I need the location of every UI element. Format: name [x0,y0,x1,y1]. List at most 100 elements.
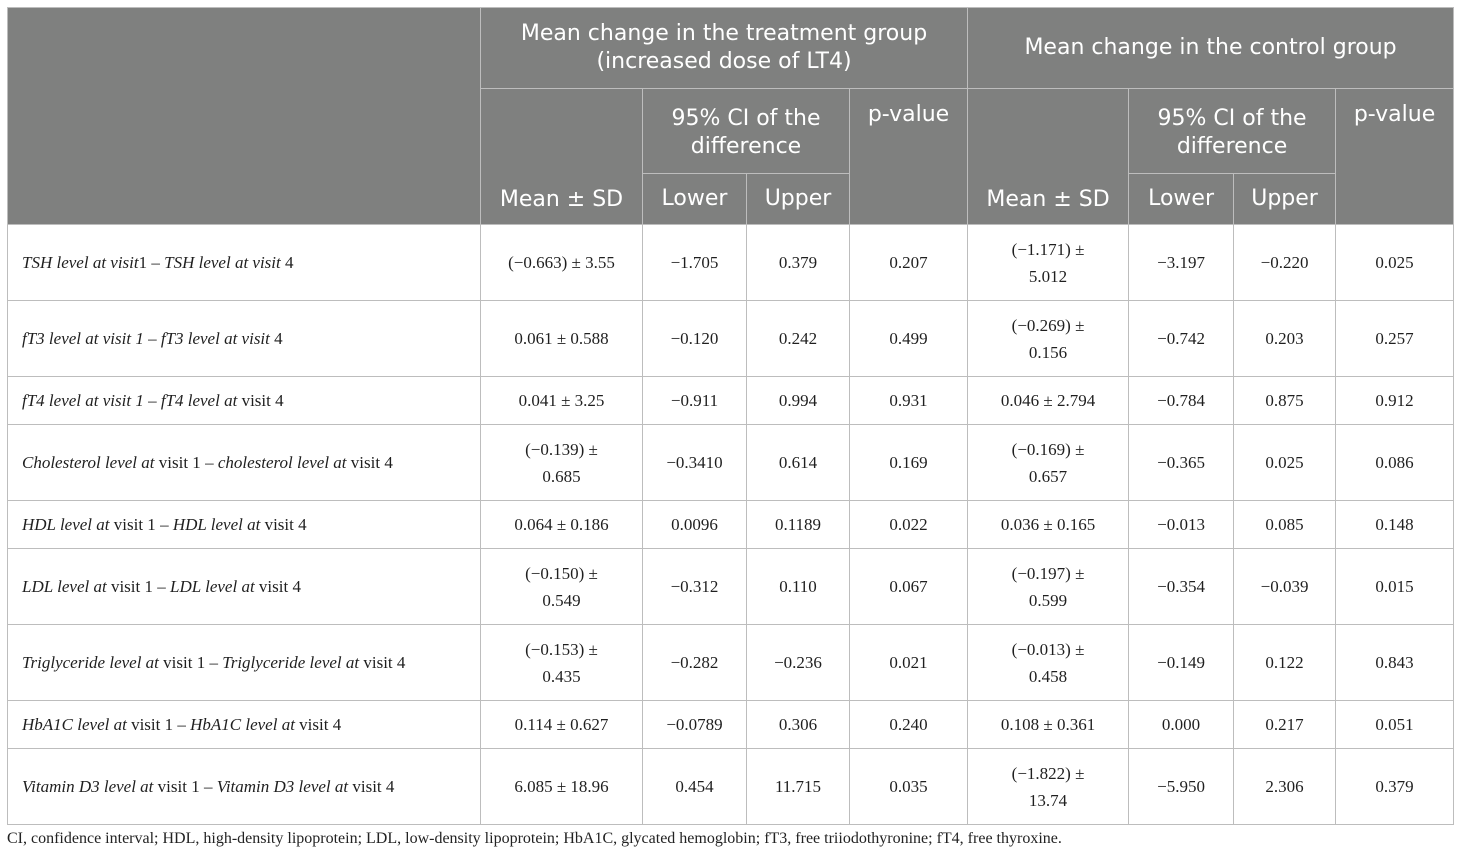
results-table: Mean change in the treatment group (incr… [7,7,1455,825]
row-label: Cholesterol level at visit 1 – cholester… [7,424,481,501]
control-lower: −0.013 [1128,500,1235,549]
header-treatment-p-value: p-value [848,88,969,225]
treatment-upper: 0.379 [746,224,850,301]
treatment-p-value: 0.169 [848,424,969,501]
control-p-value: 0.912 [1335,376,1455,425]
header-treatment-ci: 95% CI of the difference [642,88,850,174]
control-p-value: 0.086 [1335,424,1455,501]
treatment-p-value: 0.021 [848,624,969,701]
treatment-mean-sd: (−0.663) ± 3.55 [480,224,643,301]
control-mean-sd: (−0.169) ± 0.657 [967,424,1130,501]
control-lower: −5.950 [1128,748,1235,825]
treatment-lower: −0.0789 [642,700,747,749]
results-table-container: Mean change in the treatment group (incr… [7,7,1455,825]
header-treatment-lower: Lower [642,173,747,225]
treatment-lower: −0.3410 [642,424,747,501]
header-control-lower: Lower [1128,173,1235,225]
treatment-mean-sd: 0.041 ± 3.25 [480,376,643,425]
header-control-group: Mean change in the control group [967,7,1455,89]
treatment-mean-sd: 6.085 ± 18.96 [480,748,643,825]
control-p-value: 0.015 [1335,548,1455,625]
table-header: Mean change in the treatment group (incr… [7,7,1455,225]
control-mean-sd: 0.046 ± 2.794 [967,376,1130,425]
treatment-upper: 0.614 [746,424,850,501]
treatment-upper: 0.306 [746,700,850,749]
treatment-lower: 0.0096 [642,500,747,549]
treatment-p-value: 0.207 [848,224,969,301]
control-mean-sd: (−0.269) ± 0.156 [967,300,1130,377]
table-row: HbA1C level at visit 1 – HbA1C level at … [7,700,1455,749]
control-lower: 0.000 [1128,700,1235,749]
row-label: Vitamin D3 level at visit 1 – Vitamin D3… [7,748,481,825]
treatment-lower: 0.454 [642,748,747,825]
control-lower: −3.197 [1128,224,1235,301]
control-mean-sd: (−1.171) ± 5.012 [967,224,1130,301]
table-row: TSH level at visit1 – TSH level at visit… [7,224,1455,301]
control-p-value: 0.257 [1335,300,1455,377]
header-treatment-upper: Upper [746,173,850,225]
treatment-p-value: 0.931 [848,376,969,425]
treatment-mean-sd: (−0.150) ± 0.549 [480,548,643,625]
treatment-lower: −0.282 [642,624,747,701]
treatment-p-value: 0.499 [848,300,969,377]
header-treatment-group: Mean change in the treatment group (incr… [479,7,969,89]
row-label: fT4 level at visit 1 – fT4 level at visi… [7,376,481,425]
treatment-upper: 0.1189 [746,500,850,549]
control-upper: 0.217 [1233,700,1337,749]
treatment-mean-sd: (−0.153) ± 0.435 [480,624,643,701]
control-upper: 0.122 [1233,624,1337,701]
control-mean-sd: (−0.197) ± 0.599 [967,548,1130,625]
treatment-mean-sd: (−0.139) ± 0.685 [480,424,643,501]
control-p-value: 0.148 [1335,500,1455,549]
treatment-lower: −0.312 [642,548,747,625]
control-p-value: 0.843 [1335,624,1455,701]
control-mean-sd: (−0.013) ± 0.458 [967,624,1130,701]
treatment-mean-sd: 0.061 ± 0.588 [480,300,643,377]
treatment-lower: −0.120 [642,300,747,377]
table-row: fT4 level at visit 1 – fT4 level at visi… [7,376,1455,425]
row-label: TSH level at visit1 – TSH level at visit… [7,224,481,301]
control-upper: 0.875 [1233,376,1337,425]
header-control-mean-sd: Mean ± SD [967,88,1130,225]
control-upper: −0.039 [1233,548,1337,625]
control-lower: −0.742 [1128,300,1235,377]
control-p-value: 0.025 [1335,224,1455,301]
row-label: Triglyceride level at visit 1 – Triglyce… [7,624,481,701]
control-lower: −0.784 [1128,376,1235,425]
control-lower: −0.149 [1128,624,1235,701]
control-mean-sd: 0.108 ± 0.361 [967,700,1130,749]
treatment-p-value: 0.035 [848,748,969,825]
table-row: Vitamin D3 level at visit 1 – Vitamin D3… [7,748,1455,825]
treatment-p-value: 0.240 [848,700,969,749]
treatment-upper: −0.236 [746,624,850,701]
control-upper: 2.306 [1233,748,1337,825]
treatment-upper: 11.715 [746,748,850,825]
treatment-mean-sd: 0.064 ± 0.186 [480,500,643,549]
table-row: HDL level at visit 1 – HDL level at visi… [7,500,1455,549]
table-row: Triglyceride level at visit 1 – Triglyce… [7,624,1455,701]
treatment-lower: −1.705 [642,224,747,301]
control-upper: −0.220 [1233,224,1337,301]
treatment-p-value: 0.067 [848,548,969,625]
treatment-mean-sd: 0.114 ± 0.627 [480,700,643,749]
control-p-value: 0.379 [1335,748,1455,825]
treatment-p-value: 0.022 [848,500,969,549]
control-lower: −0.354 [1128,548,1235,625]
control-mean-sd: (−1.822) ± 13.74 [967,748,1130,825]
row-label: fT3 level at visit 1 – fT3 level at visi… [7,300,481,377]
control-p-value: 0.051 [1335,700,1455,749]
table-footnote: CI, confidence interval; HDL, high-densi… [7,830,1062,847]
header-control-upper: Upper [1233,173,1337,225]
table-row: LDL level at visit 1 – LDL level at visi… [7,548,1455,625]
row-label: LDL level at visit 1 – LDL level at visi… [7,548,481,625]
treatment-upper: 0.110 [746,548,850,625]
control-upper: 0.025 [1233,424,1337,501]
control-upper: 0.203 [1233,300,1337,377]
treatment-upper: 0.994 [746,376,850,425]
treatment-upper: 0.242 [746,300,850,377]
table-body: TSH level at visit1 – TSH level at visit… [7,224,1455,825]
header-control-p-value: p-value [1335,88,1455,225]
table-row: fT3 level at visit 1 – fT3 level at visi… [7,300,1455,377]
header-stub [7,7,481,225]
row-label: HbA1C level at visit 1 – HbA1C level at … [7,700,481,749]
